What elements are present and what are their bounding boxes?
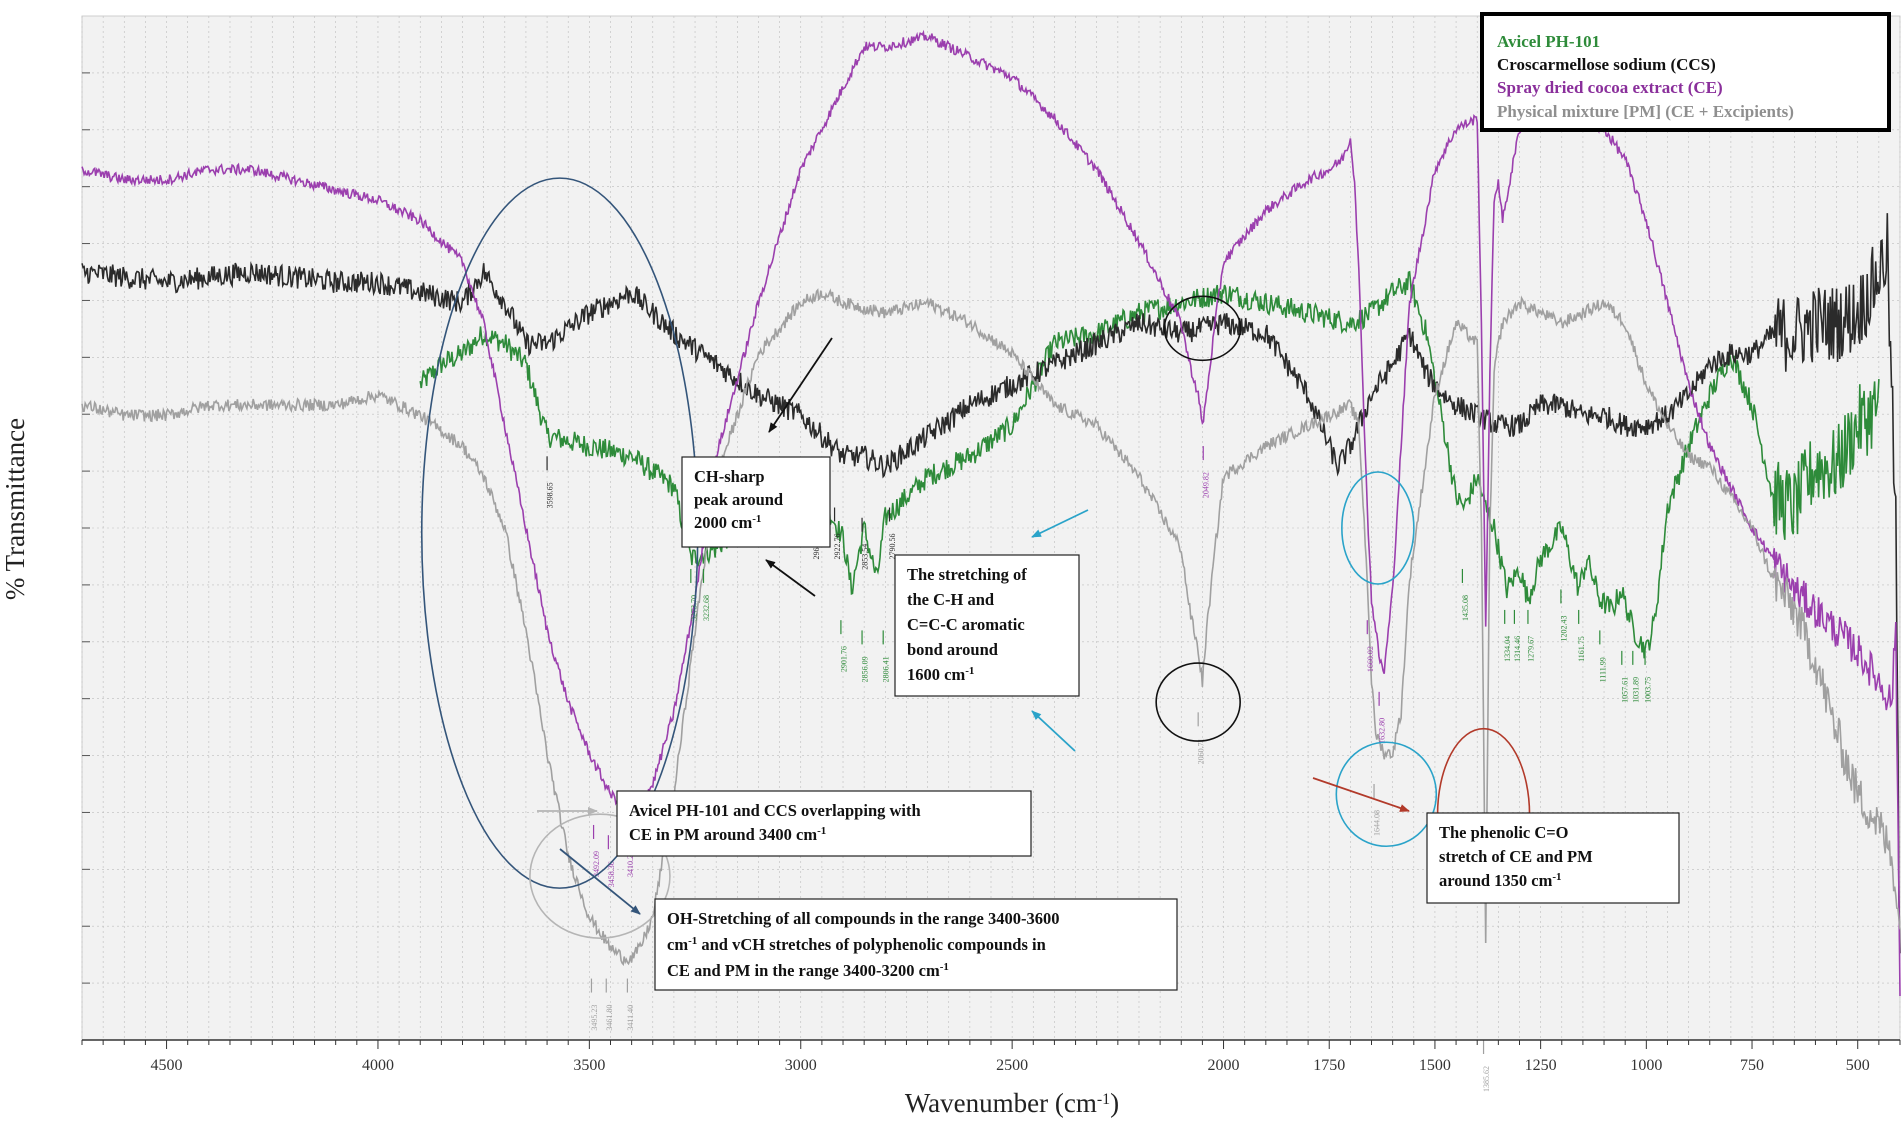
peak-label: 3492.09 (592, 851, 601, 877)
x-tick-label: 2000 (1208, 1057, 1240, 1074)
peak-label: 1314.46 (1513, 636, 1522, 662)
legend-entry-avicel: Avicel PH-101 (1497, 32, 1600, 51)
peak-label: 2901.76 (839, 646, 848, 672)
peak-label: 1031.89 (1631, 677, 1640, 703)
annotation-line: stretch of CE and PM (1439, 847, 1593, 866)
x-tick-label: 750 (1740, 1057, 1764, 1074)
ellipse-overlap (529, 813, 671, 939)
y-axis-label: % Transmittance (0, 418, 30, 600)
legend-entry-pm: Physical mixture [PM] (CE + Excipients) (1497, 102, 1794, 121)
x-tick-label: 2500 (996, 1057, 1028, 1074)
peak-label: 1111.99 (1598, 657, 1607, 682)
annotation-line: CE and PM in the range 3400-3200 cm-1 (667, 961, 949, 980)
peak-label: 2853.54 (861, 544, 870, 570)
x-tick-label: 1500 (1419, 1057, 1451, 1074)
annotation-oh-stretch: OH-Stretching of all compounds in the ra… (654, 898, 1178, 991)
ellipse-aromatic-pm (1335, 741, 1438, 848)
annotation-box (681, 456, 831, 548)
annotation-line: 2000 cm-1 (694, 513, 761, 532)
legend-entry-ccs: Croscarmellose sodium (CCS) (1497, 55, 1716, 74)
arrow-oh (559, 848, 641, 915)
annotation-line: the C-H and (907, 590, 994, 609)
peak-label: 3461.80 (605, 1005, 614, 1031)
peak-label: 3495.23 (590, 1005, 599, 1031)
annotation-line: cm-1 and vCH stretches of polyphenolic c… (667, 935, 1046, 954)
series-line-3 (81, 288, 1901, 967)
peak-label: 1385.62 (1482, 1066, 1491, 1092)
peak-label: 1057.61 (1620, 677, 1629, 703)
arrow-ch-sharp-2 (765, 559, 816, 597)
annotation-box (894, 554, 1080, 697)
annotation-line: OH-Stretching of all compounds in the ra… (667, 909, 1060, 928)
x-tick-label: 1250 (1525, 1057, 1557, 1074)
peak-label: 1003.75 (1644, 677, 1653, 703)
annotation-phenolic: The phenolic C=O stretch of CE and PM arou… (1426, 812, 1680, 904)
x-tick-label: 3500 (573, 1057, 605, 1074)
annotation-box (1426, 812, 1680, 904)
annotation-box (616, 790, 1032, 857)
peak-label: 1632.80 (1378, 718, 1387, 744)
ellipse-ch-sharp-pm (1155, 662, 1241, 742)
x-tick-label: 1000 (1630, 1057, 1662, 1074)
peak-label: 2060.71 (1197, 738, 1206, 764)
x-tick-label: 4500 (151, 1057, 183, 1074)
annotation-line: around 1350 cm-1 (1439, 871, 1562, 890)
annotation-line: peak around (694, 490, 783, 509)
peak-label: 1161.75 (1577, 636, 1586, 662)
peak-label: 1660.02 (1366, 646, 1375, 672)
peak-label: 1334.04 (1503, 636, 1512, 662)
peak-label: 1435.08 (1461, 595, 1470, 621)
x-tick-label: 500 (1846, 1057, 1870, 1074)
annotation-line: bond around (907, 640, 998, 659)
annotation-line: 1600 cm-1 (907, 665, 974, 684)
annotation-line: The stretching of (907, 565, 1027, 584)
x-tick-label: 3000 (785, 1057, 817, 1074)
arrow-phenolic (1312, 777, 1410, 812)
peak-label: 3410.22 (626, 851, 635, 877)
peak-label: 2806.41 (882, 656, 891, 682)
annotation-arrows (537, 337, 1410, 915)
series-line-0 (419, 270, 1880, 659)
x-axis-label: Wavenumber (cm-1) (905, 1088, 1119, 1118)
peak-label: 3458.36 (607, 861, 616, 887)
peak-label: 2922.76 (833, 534, 842, 560)
arrow-aromatic-1 (1031, 509, 1089, 538)
x-tick-label: 4000 (362, 1057, 394, 1074)
peak-label: 1279.67 (1526, 636, 1535, 662)
x-tick-label: 1750 (1313, 1057, 1345, 1074)
peak-label: 1644.08 (1373, 810, 1382, 836)
ellipse-ch-sharp-ce (1163, 295, 1242, 362)
annotation-box (654, 898, 1178, 991)
peak-label: 3411.40 (626, 1005, 635, 1031)
annotation-line: Avicel PH-101 and CCS overlapping with (629, 801, 921, 820)
annotation-boxes: CH-sharp peak around 2000 cm-1 The stretchi… (616, 456, 1680, 991)
annotation-ch-sharp: CH-sharp peak around 2000 cm-1 (681, 456, 831, 548)
peak-label: 1202.43 (1559, 615, 1568, 641)
annotation-line: CH-sharp (694, 467, 765, 486)
peak-label-layer: 3598.653273.703232.682968.002922.762853.… (546, 446, 1653, 1092)
peak-label: 3273.70 (689, 595, 698, 621)
peak-label: 2049.82 (1202, 472, 1211, 498)
annotation-overlap: Avicel PH-101 and CCS overlapping with CE… (616, 790, 1032, 857)
peak-label: 2790.56 (888, 534, 897, 560)
annotation-line: CE in PM around 3400 cm-1 (629, 825, 826, 844)
series-line-1 (81, 213, 1901, 954)
annotation-line: The phenolic C=O (1439, 823, 1569, 842)
peak-label: 3232.68 (702, 595, 711, 621)
ellipse-aromatic-ce (1341, 471, 1415, 585)
peak-label: 3598.65 (546, 482, 555, 508)
x-axis: 4500 4000 3500 3000 2500 2000 1750 1500 1250 1000… (81, 1039, 1901, 1074)
annotation-ch-aromatic: The stretching of the C-H and C=C-C aromat… (894, 554, 1080, 697)
annotation-line: C=C-C aromatic (907, 615, 1025, 634)
legend-frame (1480, 12, 1891, 132)
peak-label: 2856.09 (861, 656, 870, 682)
legend-entry-ce: Spray dried cocoa extract (CE) (1497, 78, 1723, 97)
arrow-ch-sharp-1 (768, 337, 833, 433)
arrow-aromatic-2 (1031, 710, 1076, 752)
legend: Avicel PH-101 Croscarmellose sodium (CCS… (1480, 12, 1891, 132)
